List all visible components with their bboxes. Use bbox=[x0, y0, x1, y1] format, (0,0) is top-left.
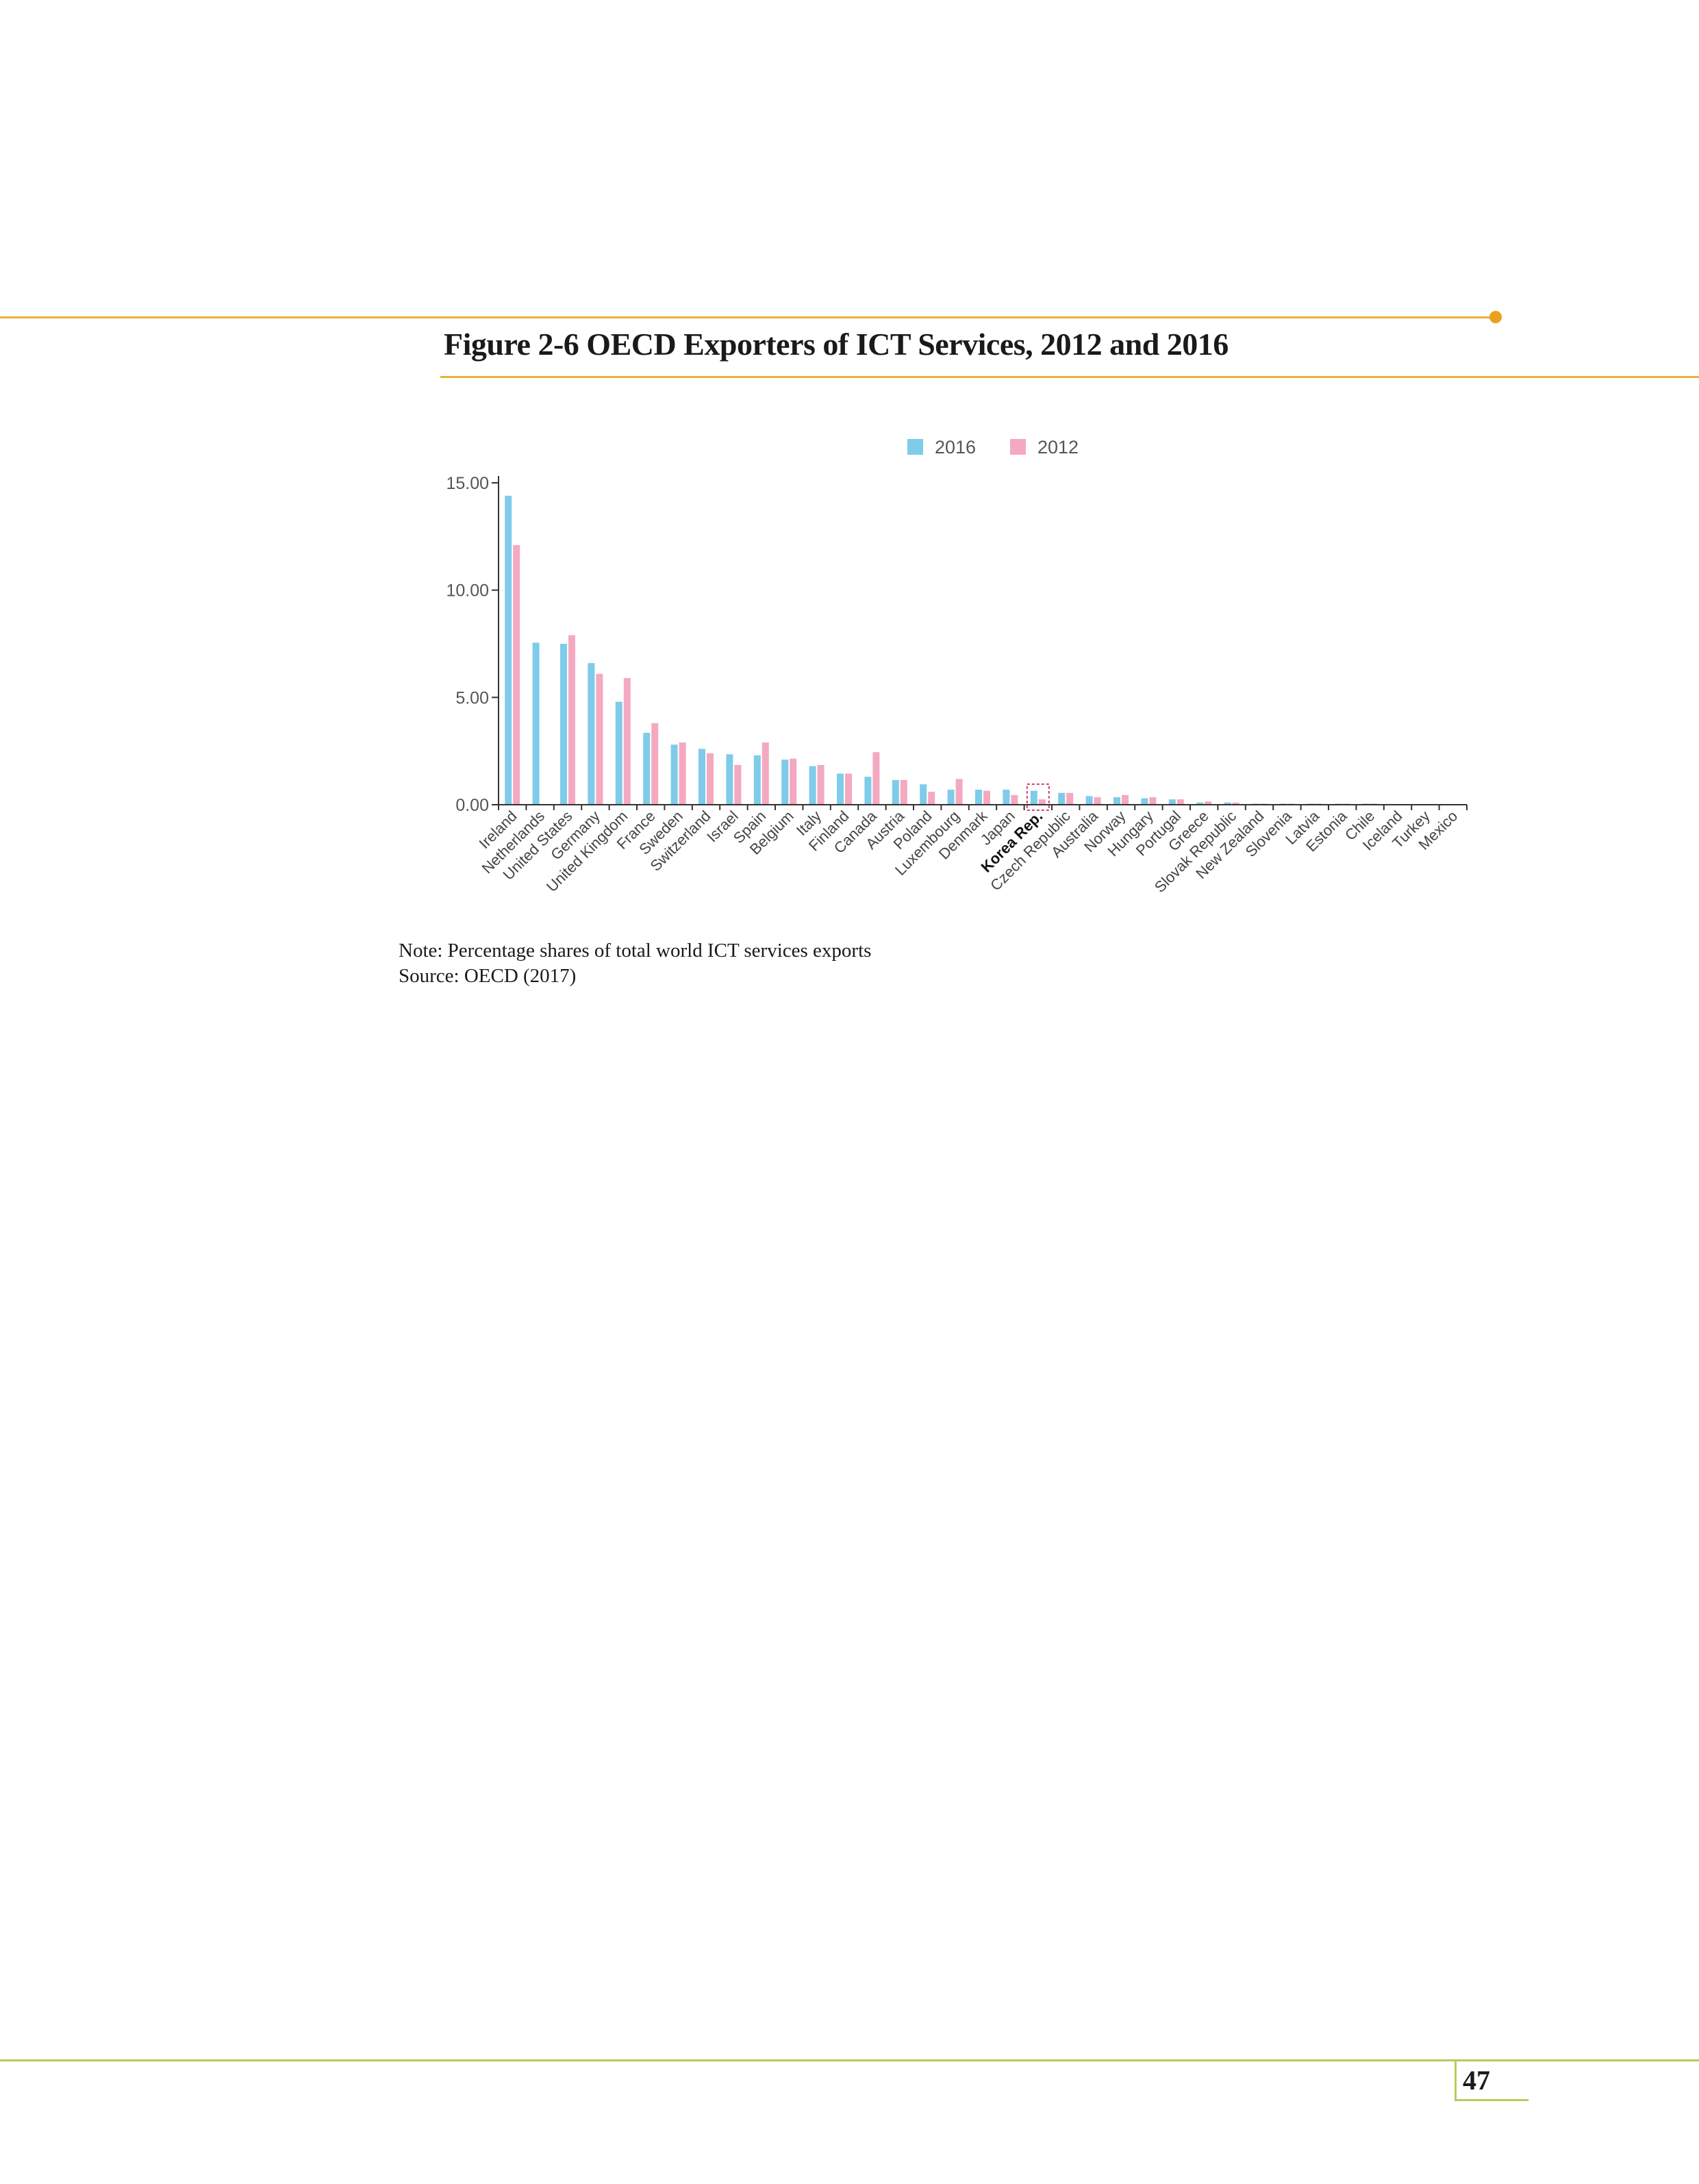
bar-2012-norway bbox=[1122, 794, 1129, 805]
figure-source: Source: OECD (2017) bbox=[399, 965, 577, 987]
y-tick-label: 5.00 bbox=[455, 688, 489, 707]
bar-2016-canada bbox=[864, 777, 872, 805]
bar-2016-slovak-republic bbox=[1224, 802, 1231, 805]
bar-2016-korea-rep- bbox=[1030, 790, 1037, 805]
bar-2012-united-kingdom bbox=[623, 678, 631, 805]
figure-note: Note: Percentage shares of total world I… bbox=[399, 940, 872, 962]
chart-bars bbox=[505, 495, 1461, 811]
bar-2016-israel bbox=[726, 754, 733, 805]
y-axis: 0.00 5.00 10.00 15.00 bbox=[446, 474, 499, 815]
bar-2012-greece bbox=[1205, 801, 1212, 805]
bar-2016-australia bbox=[1085, 796, 1093, 805]
bar-2012-denmark bbox=[983, 790, 990, 805]
y-tick-label: 15.00 bbox=[446, 474, 489, 493]
bar-2012-switzerland bbox=[707, 753, 714, 805]
bar-2012-japan bbox=[1011, 794, 1018, 805]
bar-2016-austria bbox=[892, 779, 899, 805]
bar-2016-finland bbox=[837, 773, 844, 805]
chart-legend: 2016 2012 bbox=[907, 437, 1079, 457]
bar-2012-slovak-republic bbox=[1232, 802, 1239, 805]
bar-2016-united-kingdom bbox=[615, 701, 622, 805]
bar-2016-germany bbox=[588, 663, 595, 805]
page-number-box bbox=[1455, 2061, 1528, 2101]
bar-2012-france bbox=[651, 723, 659, 805]
bar-2016-hungary bbox=[1141, 798, 1148, 805]
bar-2016-france bbox=[643, 733, 651, 805]
bar-2016-sweden bbox=[670, 744, 678, 805]
top-rule bbox=[0, 316, 1494, 318]
bar-2016-spain bbox=[753, 755, 761, 805]
bar-2012-canada bbox=[872, 752, 880, 805]
bar-2016-italy bbox=[809, 766, 816, 805]
bar-2012-sweden bbox=[679, 742, 686, 805]
bar-2012-czech-republic bbox=[1066, 792, 1074, 805]
bar-2012-spain bbox=[762, 742, 769, 805]
y-tick-label: 0.00 bbox=[455, 796, 489, 815]
bar-2012-finland bbox=[845, 773, 852, 805]
bar-2016-united-states bbox=[560, 644, 567, 805]
bar-2012-korea-rep- bbox=[1038, 799, 1046, 805]
bar-2016-greece bbox=[1196, 802, 1204, 805]
bar-2012-belgium bbox=[790, 758, 797, 805]
bar-2012-germany bbox=[596, 673, 603, 805]
bar-2016-norway bbox=[1113, 797, 1120, 805]
bar-chart: 2016 2012 0.00 5.00 10.00 15.00 IrelandNethe… bbox=[446, 437, 1468, 896]
legend-label-2016: 2016 bbox=[935, 437, 976, 457]
bar-2016-ireland bbox=[505, 495, 512, 805]
bar-2016-poland bbox=[920, 784, 927, 805]
bar-2012-ireland bbox=[513, 544, 520, 805]
legend-swatch-2012 bbox=[1010, 439, 1026, 455]
bar-2016-belgium bbox=[781, 760, 789, 805]
bar-2012-luxembourg bbox=[955, 779, 963, 805]
bar-2012-austria bbox=[900, 779, 907, 805]
bar-2016-switzerland bbox=[699, 749, 705, 805]
legend-label-2012: 2012 bbox=[1037, 437, 1079, 457]
title-underline bbox=[440, 376, 1699, 378]
bar-2012-australia bbox=[1094, 797, 1101, 805]
bar-2012-poland bbox=[928, 792, 935, 805]
bar-2016-denmark bbox=[975, 790, 982, 805]
page-number: 47 bbox=[1463, 2065, 1490, 2096]
bar-2012-portugal bbox=[1176, 799, 1184, 805]
bar-2016-japan bbox=[1003, 790, 1010, 805]
top-rule-dot bbox=[1489, 311, 1502, 323]
bar-2016-portugal bbox=[1168, 799, 1176, 805]
bar-2012-hungary bbox=[1149, 797, 1157, 805]
highlight-box-korea bbox=[1026, 783, 1050, 811]
figure-title: Figure 2-6 OECD Exporters of ICT Service… bbox=[444, 327, 1229, 362]
bar-2016-luxembourg bbox=[947, 790, 955, 805]
bar-2016-netherlands bbox=[532, 642, 540, 805]
footer-rule bbox=[0, 2059, 1699, 2061]
legend-swatch-2016 bbox=[907, 439, 923, 455]
bar-2012-israel bbox=[734, 765, 742, 805]
y-tick-label: 10.00 bbox=[446, 581, 489, 601]
bar-2016-czech-republic bbox=[1058, 792, 1066, 805]
bar-2012-italy bbox=[817, 765, 825, 805]
bar-2012-united-states bbox=[568, 635, 575, 805]
